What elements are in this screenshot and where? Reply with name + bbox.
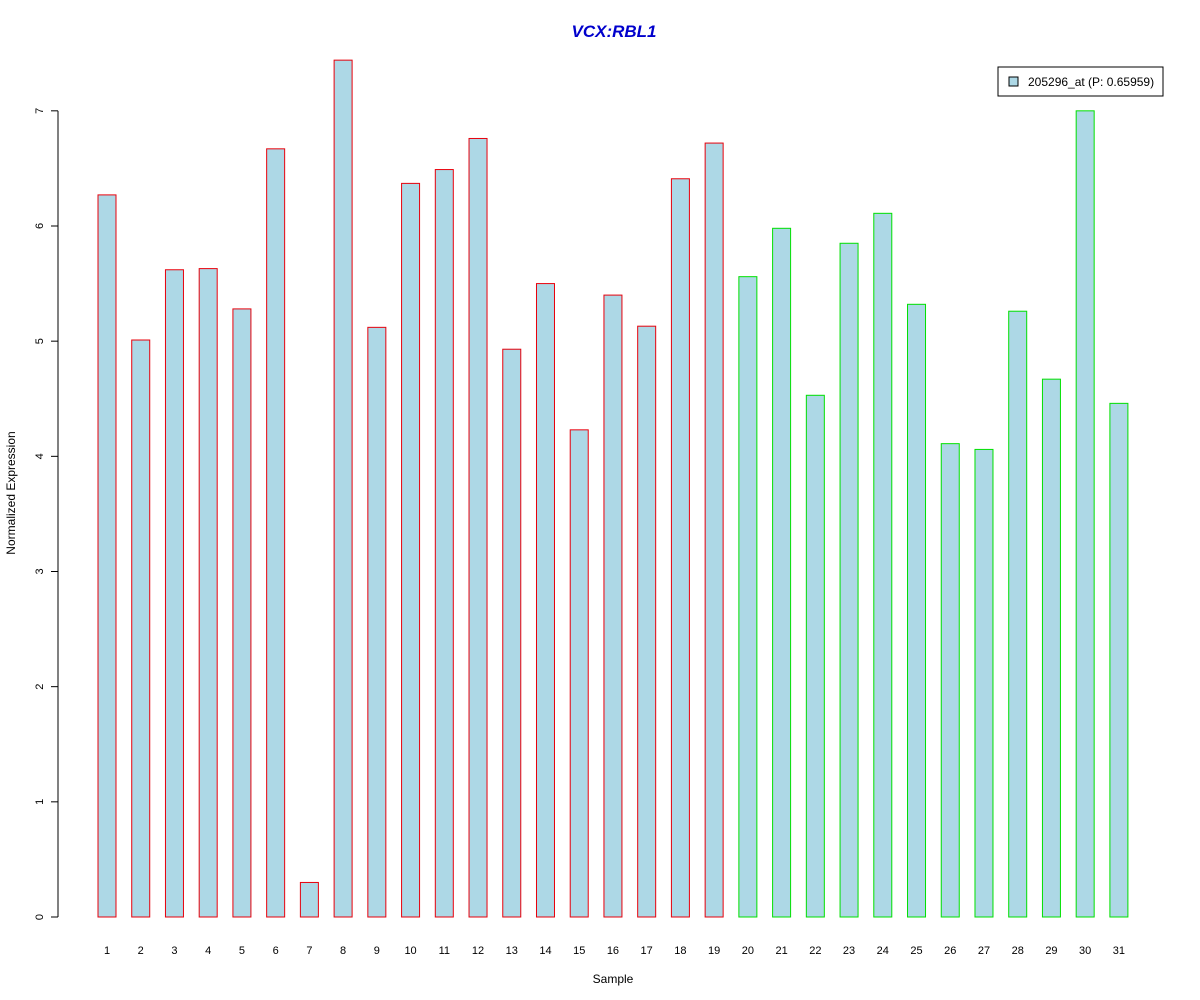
bar-sample-6 <box>266 148 286 918</box>
x-tick-label: 21 <box>775 945 787 957</box>
bar-sample-18 <box>670 178 690 918</box>
y-tick-label: 2 <box>34 684 46 690</box>
y-tick-label: 0 <box>34 914 46 920</box>
x-tick-label: 16 <box>607 945 619 957</box>
x-tick-label: 14 <box>539 945 551 957</box>
bar-sample-27 <box>974 448 994 918</box>
bar-sample-17 <box>637 325 657 918</box>
x-tick-label: 19 <box>708 945 720 957</box>
bar-sample-2 <box>131 339 151 918</box>
bar-sample-16 <box>603 294 623 918</box>
x-tick-label: 2 <box>138 945 144 957</box>
x-tick-label: 17 <box>641 945 653 957</box>
bar-sample-19 <box>704 142 724 918</box>
bar-sample-7 <box>299 881 319 918</box>
x-tick-label: 10 <box>404 945 416 957</box>
x-tick-label: 18 <box>674 945 686 957</box>
x-tick-label: 6 <box>273 945 279 957</box>
x-tick-label: 24 <box>877 945 889 957</box>
y-tick-label: 4 <box>34 453 46 459</box>
x-tick-label: 29 <box>1045 945 1057 957</box>
bar-sample-4 <box>198 268 218 918</box>
x-tick-label: 28 <box>1012 945 1024 957</box>
legend-box <box>997 66 1164 97</box>
bar-sample-21 <box>772 227 792 918</box>
bar-sample-3 <box>164 269 184 918</box>
x-tick-label: 3 <box>171 945 177 957</box>
x-tick-label: 8 <box>340 945 346 957</box>
bar-sample-14 <box>535 283 555 918</box>
bar-sample-8 <box>333 59 353 918</box>
x-axis-ticks: 1 2 3 4 5 6 7 8 9 10 11 12 13 14 15 16 17 18 19 20 21 22 23 24 2… <box>104 945 1125 957</box>
x-axis-label: Sample <box>593 972 634 986</box>
bar-sample-20 <box>738 276 758 918</box>
x-tick-label: 5 <box>239 945 245 957</box>
y-tick-label: 3 <box>34 568 46 574</box>
x-tick-label: 22 <box>809 945 821 957</box>
bar-sample-28 <box>1008 310 1028 918</box>
bar-sample-12 <box>468 137 488 918</box>
y-tick-label: 6 <box>34 223 46 229</box>
bar-sample-31 <box>1109 402 1129 918</box>
x-tick-label: 11 <box>439 945 450 957</box>
bar-sample-11 <box>434 169 454 918</box>
bar-sample-30 <box>1075 110 1095 918</box>
y-tick-label: 7 <box>34 108 46 114</box>
y-tick-label: 1 <box>34 799 46 805</box>
x-tick-label: 26 <box>944 945 956 957</box>
y-axis: 0 1 2 3 4 5 6 7 <box>34 108 59 920</box>
chart-title: VCX:RBL1 <box>571 22 656 41</box>
x-tick-label: 1 <box>104 945 110 957</box>
bar-sample-5 <box>232 308 252 918</box>
bar-sample-15 <box>569 429 589 918</box>
x-tick-label: 7 <box>306 945 312 957</box>
y-tick-label: 5 <box>34 338 46 344</box>
x-tick-label: 15 <box>573 945 585 957</box>
x-tick-label: 12 <box>472 945 484 957</box>
x-tick-label: 4 <box>205 945 211 957</box>
bar-sample-10 <box>401 182 421 918</box>
bar-sample-26 <box>940 443 960 918</box>
bar-sample-24 <box>873 212 893 918</box>
x-tick-label: 25 <box>910 945 922 957</box>
x-tick-label: 31 <box>1113 945 1125 957</box>
x-tick-label: 27 <box>978 945 990 957</box>
bar-sample-9 <box>367 326 387 918</box>
bar-sample-29 <box>1041 378 1061 918</box>
x-tick-label: 13 <box>506 945 518 957</box>
legend-entry: 205296_at (P: 0.65959) <box>1028 75 1154 89</box>
legend-swatch <box>1008 76 1019 87</box>
x-tick-label: 9 <box>374 945 380 957</box>
x-tick-label: 30 <box>1079 945 1091 957</box>
x-tick-label: 20 <box>742 945 754 957</box>
x-tick-label: 23 <box>843 945 855 957</box>
y-axis-label: Normalized Expression <box>4 431 18 554</box>
bar-sample-1 <box>97 194 117 918</box>
bar-sample-13 <box>502 348 522 918</box>
legend: 205296_at (P: 0.65959) <box>997 66 1164 97</box>
bars <box>97 59 1129 918</box>
bar-sample-23 <box>839 242 859 918</box>
bar-sample-22 <box>805 394 825 918</box>
bar-sample-25 <box>907 303 927 918</box>
